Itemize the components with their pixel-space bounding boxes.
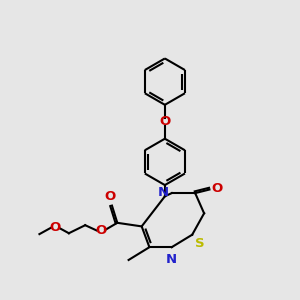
Text: S: S (195, 237, 205, 250)
Text: O: O (212, 182, 223, 195)
Text: O: O (159, 115, 170, 128)
Text: O: O (49, 221, 61, 234)
Text: N: N (158, 186, 169, 199)
Text: O: O (105, 190, 116, 202)
Text: O: O (95, 224, 106, 237)
Text: N: N (166, 253, 177, 266)
